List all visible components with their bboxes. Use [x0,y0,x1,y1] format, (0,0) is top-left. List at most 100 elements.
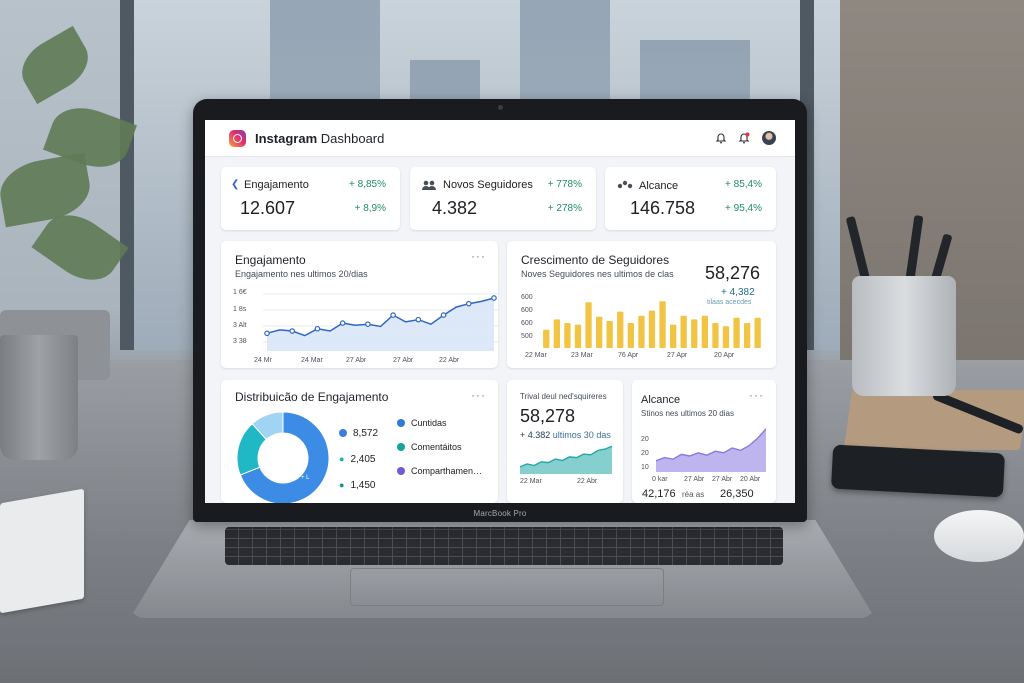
x-tick: 27 Apr [667,352,688,359]
y-tick: 10 [641,464,649,471]
window-mullion [120,0,134,350]
kpi-delta: + 95,4% [725,203,762,214]
growth-delta-note: tilaas acecdes [707,299,752,306]
bar [574,324,582,348]
y-tick: 3 Alt [233,322,247,329]
donut-slice [251,411,284,441]
card-title: Crescimento de Seguidores [521,253,670,267]
kpi-title: Engajamento [244,179,309,191]
bar [712,323,719,348]
page-title: Instagram Dashboard [255,131,385,146]
donut-label: + L [301,475,310,481]
data-point [339,320,346,326]
reach-footer-left: 42,176 [642,488,676,500]
data-point [264,330,270,337]
user-avatar[interactable] [762,131,776,145]
x-tick: 27 Abr [393,357,414,364]
x-tick: 20 Abr [740,476,761,483]
x-tick: 20 Apr [714,352,735,359]
bar [659,301,666,348]
y-tick: 1 8s [233,306,247,313]
legend-likes[interactable]: Cuntidas [397,418,447,428]
growth-delta: + 4,382 [721,287,755,298]
share-icon [397,467,405,475]
x-tick: 24 Mr [254,357,272,364]
keyboard[interactable] [225,527,783,565]
smartphone [830,444,1006,498]
comments-icon [397,443,405,451]
reach-card: Alcance Stinos nes ultimos 20 dias ··· 2… [632,380,776,503]
bar [585,302,592,348]
follower-bar-chart [543,301,761,348]
bar [670,324,677,348]
bar [733,317,740,348]
instagram-logo-icon [229,130,246,147]
data-point [465,300,472,307]
y-tick: 1 6€ [233,289,247,296]
engagement-value-comments: ● 2,405 [339,454,376,465]
bar [722,326,730,348]
y-tick: 20 [641,436,649,443]
kpi-value: 12.607 [240,198,296,218]
x-tick: 24 Mar [301,357,323,364]
kpi-delta: + 8,85% [349,179,386,190]
bar [648,310,656,348]
bar [691,319,698,348]
line-area-fill [267,298,494,351]
card-title: Engajamento [235,253,306,267]
kpi-value: 146.758 [630,198,696,218]
y-tick: 600 [521,294,533,301]
kpi-card-reach: Alcance 146.758 + 85,4% + 95,4% [605,167,776,230]
data-point [390,312,396,318]
bell-icon[interactable] [715,132,727,144]
y-tick: 3 38 [233,338,247,345]
bar [627,323,634,348]
webcam-icon [498,105,503,110]
kpi-delta: + 778% [547,179,582,190]
reach-icon [617,180,633,189]
engagement-chart-card: Engajamento Engajamento nes ultimos 20/d… [221,241,498,368]
data-point [491,295,497,301]
x-tick: 22 Abr [577,478,598,485]
notification-bell-icon[interactable] [738,132,750,144]
bar [596,316,603,348]
reach-area-chart [656,428,766,472]
engagement-distribution-card: Distribuicão de Engajamento ··· + L 8,57… [221,380,498,503]
data-point [415,316,422,323]
mug [0,335,78,460]
comment-icon: ● [339,454,345,464]
bar [701,315,708,348]
more-menu-button[interactable]: ··· [471,249,486,263]
reach-footer-label: réa as [682,490,705,499]
engagement-value-shares: ● 1,450 [339,480,376,491]
bar [617,311,624,348]
x-tick: 22 Abr [439,357,460,364]
computer-mouse [934,510,1024,562]
legend-shares[interactable]: Comparthamen… [397,466,482,476]
kpi-title: Novos Seguidores [443,179,533,191]
bar [744,323,751,348]
x-tick: 27 Abr [712,476,733,483]
bar [680,315,687,348]
follower-total-card: Trival deul ned'squireres 58,278 + 4.382… [507,380,623,503]
more-menu-button[interactable]: ··· [471,388,486,402]
x-tick: 27 Abr [684,476,705,483]
data-point [289,328,296,334]
y-tick: 600 [521,320,533,327]
growth-total: 58,276 [705,263,761,283]
x-tick: 27 Abr [346,357,367,364]
more-menu-button[interactable]: ··· [749,388,764,402]
y-tick: 20 [641,450,649,457]
bar [638,315,645,348]
area-fill [520,446,612,474]
series-line [266,297,495,337]
kpi-card-engagement: ❮ Engajamento 12.607 + 8,85% + 8,9% [221,167,400,230]
bar [553,319,560,348]
follower-growth-card: Crescimento de Seguidores Noves Seguidor… [507,241,776,368]
legend-comments[interactable]: Comentáitos [397,442,462,452]
likes-icon [397,419,405,427]
share-dot-icon: ● [339,480,345,490]
card-subtitle: Engajamento nes ultimos 20/dias [235,269,368,279]
trackpad[interactable] [350,568,664,606]
bar [754,317,761,348]
